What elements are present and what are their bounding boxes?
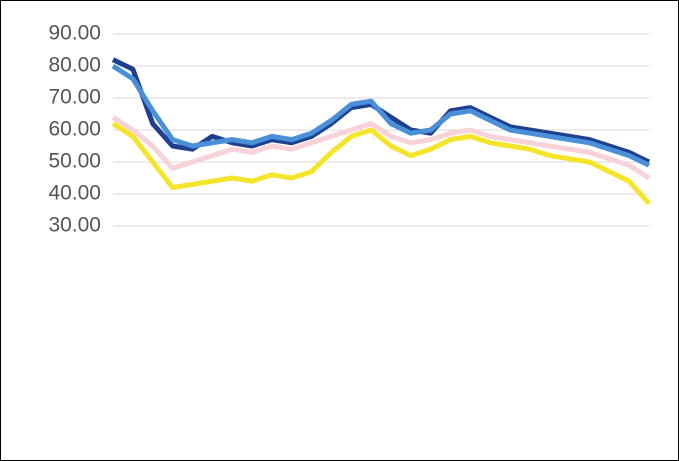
series-line <box>111 115 651 181</box>
y-tick-label: 60.00 <box>48 118 101 141</box>
y-tick-label: 90.00 <box>48 22 101 45</box>
y-tick-label: 80.00 <box>48 54 101 77</box>
y-tick-label: 50.00 <box>48 150 101 173</box>
y-tick-label: 40.00 <box>48 182 101 205</box>
y-tick-label: 30.00 <box>48 214 101 237</box>
series-line <box>111 121 651 206</box>
series-line <box>111 63 651 168</box>
y-tick-label: 70.00 <box>48 86 101 109</box>
